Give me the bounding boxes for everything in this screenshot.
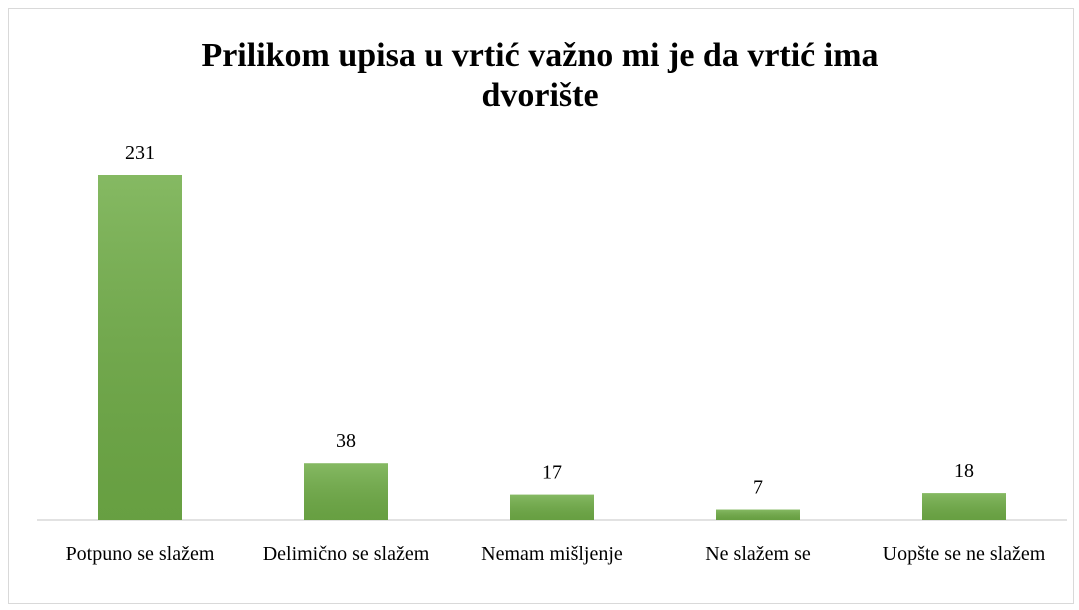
x-tick-label: Delimično se slažem [262,543,430,565]
bar-shade [922,493,1006,520]
value-label: 18 [954,460,974,482]
value-label: 17 [542,462,562,484]
bar-shade [98,175,182,520]
bar-shade [716,509,800,520]
value-label: 231 [125,142,155,164]
value-label: 7 [753,477,763,499]
x-tick-label: Uopšte se ne slažem [882,543,1046,565]
chart-title: Prilikom upisa u vrtić važno mi je da vr… [201,37,879,114]
x-tick-label: Nemam mišljenje [481,543,623,565]
bar-shade [304,463,388,520]
value-label: 38 [336,430,356,452]
x-tick-label: Potpuno se slažem [65,543,215,565]
chart-frame [8,8,1074,604]
x-tick-label: Ne slažem se [705,543,811,565]
bar-shade [510,494,594,520]
